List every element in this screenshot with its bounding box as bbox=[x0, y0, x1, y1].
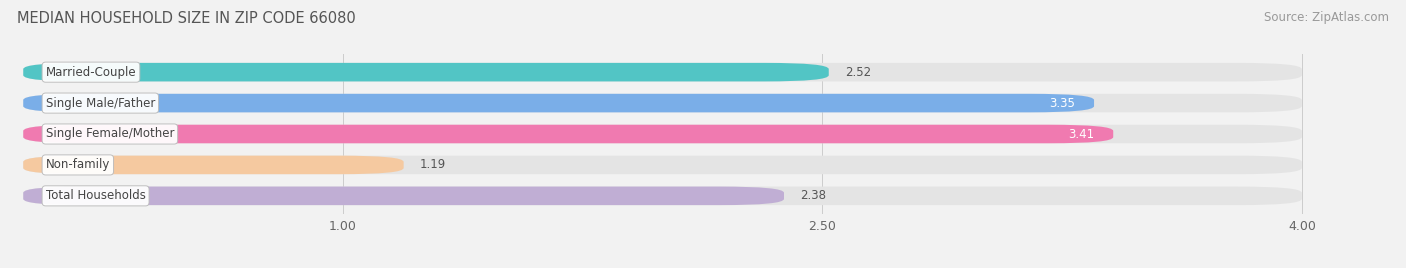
Text: 3.41: 3.41 bbox=[1069, 128, 1094, 140]
Text: MEDIAN HOUSEHOLD SIZE IN ZIP CODE 66080: MEDIAN HOUSEHOLD SIZE IN ZIP CODE 66080 bbox=[17, 11, 356, 26]
FancyBboxPatch shape bbox=[24, 63, 828, 81]
FancyBboxPatch shape bbox=[24, 156, 404, 174]
Text: Single Female/Mother: Single Female/Mother bbox=[45, 128, 174, 140]
Text: 2.38: 2.38 bbox=[800, 189, 825, 202]
FancyBboxPatch shape bbox=[24, 63, 1302, 81]
Text: Married-Couple: Married-Couple bbox=[45, 66, 136, 79]
Text: 1.19: 1.19 bbox=[419, 158, 446, 172]
FancyBboxPatch shape bbox=[24, 187, 785, 205]
Text: 3.35: 3.35 bbox=[1049, 96, 1074, 110]
FancyBboxPatch shape bbox=[24, 125, 1302, 143]
Text: Non-family: Non-family bbox=[45, 158, 110, 172]
FancyBboxPatch shape bbox=[24, 187, 1302, 205]
Text: Single Male/Father: Single Male/Father bbox=[45, 96, 155, 110]
FancyBboxPatch shape bbox=[24, 94, 1302, 112]
Text: Source: ZipAtlas.com: Source: ZipAtlas.com bbox=[1264, 11, 1389, 24]
FancyBboxPatch shape bbox=[24, 156, 1302, 174]
Text: Total Households: Total Households bbox=[45, 189, 145, 202]
FancyBboxPatch shape bbox=[24, 125, 1114, 143]
Text: 2.52: 2.52 bbox=[845, 66, 870, 79]
FancyBboxPatch shape bbox=[24, 94, 1094, 112]
